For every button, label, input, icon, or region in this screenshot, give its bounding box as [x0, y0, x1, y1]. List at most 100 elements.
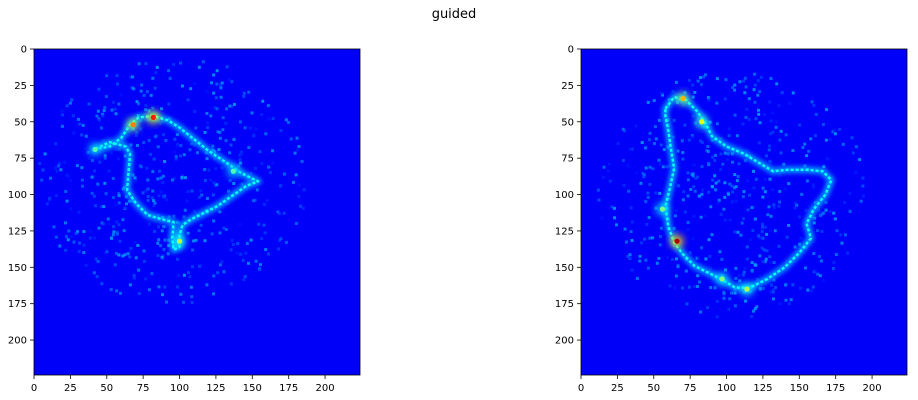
- hotspot: [699, 119, 705, 125]
- heatmap-cell: [635, 276, 639, 280]
- heatmap-cell: [88, 236, 92, 240]
- heatmap-cell: [164, 198, 168, 202]
- heatmap-cell: [798, 215, 802, 219]
- heatmap-cell: [740, 221, 744, 225]
- heatmap-cell: [189, 285, 193, 289]
- heatmap-cell: [834, 252, 838, 256]
- y-tick-label: 125: [8, 226, 27, 237]
- heatmap-cell: [104, 192, 108, 196]
- heatmap-cell: [179, 154, 183, 158]
- heatmap-cell: [225, 65, 229, 69]
- heatmap-cell: [745, 245, 749, 249]
- heatmap-cell: [63, 160, 67, 164]
- heatmap-cell: [643, 237, 647, 241]
- heatmap-cell: [768, 255, 772, 259]
- heatmap-cell: [194, 126, 198, 130]
- heatmap-cell: [630, 147, 634, 151]
- heatmap-cell: [178, 61, 182, 65]
- heatmap-cell: [101, 112, 105, 116]
- heatmap-cell: [706, 96, 710, 100]
- heatmap-cell: [765, 249, 769, 253]
- heatmap-cell: [163, 225, 167, 229]
- heatmap-cell: [651, 236, 655, 240]
- heatmap-cell: [264, 248, 268, 252]
- heatmap-cell: [249, 238, 253, 242]
- heatmap-cell: [258, 263, 262, 267]
- heatmap-cell: [271, 161, 275, 165]
- heatmap-cell: [706, 150, 710, 154]
- heatmap-cell: [630, 220, 634, 224]
- x-tick-label: 125: [206, 383, 225, 394]
- heatmap-cell: [64, 248, 68, 252]
- heatmap-cell: [289, 137, 293, 141]
- heatmap-cell: [753, 100, 757, 104]
- heatmap-cell: [222, 270, 226, 274]
- heatmap-cell: [232, 138, 236, 142]
- heatmap-cell: [231, 242, 235, 246]
- heatmap-cell: [758, 90, 762, 94]
- heatmap-cell: [752, 88, 756, 92]
- heatmap-cell: [753, 307, 757, 311]
- heatmap-cell: [616, 141, 620, 145]
- heatmap-cell: [734, 199, 738, 203]
- heatmap-cell: [719, 168, 723, 172]
- heatmap-cell: [813, 216, 817, 220]
- heatmap-cell: [113, 263, 117, 267]
- heatmap-cell: [778, 173, 782, 177]
- heatmap-cell: [821, 122, 825, 126]
- heatmap-cell: [769, 132, 773, 136]
- y-tick-label: 75: [561, 154, 574, 165]
- heatmap-cell: [264, 132, 268, 136]
- heatmap-cell: [297, 194, 301, 198]
- heatmap-cell: [757, 112, 761, 116]
- heatmap-cell: [81, 184, 85, 188]
- heatmap-cell: [103, 154, 107, 158]
- heatmap-cell: [769, 119, 773, 123]
- heatmap-cell: [645, 222, 649, 226]
- heatmap-cell: [242, 94, 246, 98]
- heatmap-cell: [756, 278, 760, 282]
- heatmap-cell: [186, 271, 190, 275]
- heatmap-cell: [639, 181, 643, 185]
- heatmap-cell: [706, 306, 710, 310]
- heatmap-cell: [735, 179, 739, 183]
- heatmap-cell: [761, 186, 765, 190]
- heatmap-cell: [652, 99, 656, 103]
- heatmap-cell: [748, 238, 752, 242]
- heatmap-cell: [719, 212, 723, 216]
- heatmap-cell: [117, 147, 121, 151]
- heatmap-cell: [276, 247, 280, 251]
- heatmap-cell: [763, 190, 767, 194]
- heatmap-cell: [60, 109, 64, 113]
- heatmap-cell: [767, 148, 771, 152]
- heatmap-cell: [185, 199, 189, 203]
- heatmap-cell: [700, 246, 704, 250]
- heatmap-cell: [774, 120, 778, 124]
- heatmap-cell: [702, 75, 706, 79]
- heatmap-cell: [725, 158, 729, 162]
- heatmap-cell: [814, 269, 818, 273]
- heatmap-cell: [251, 199, 255, 203]
- heatmap-cell: [795, 203, 799, 207]
- heatmap-cell: [133, 176, 137, 180]
- heatmap-cell: [782, 162, 786, 166]
- heatmap-cell: [59, 168, 63, 172]
- heatmap-cell: [733, 173, 737, 177]
- heatmap-cell: [182, 300, 186, 304]
- heatmap-cell: [672, 226, 676, 230]
- heatmap-cell: [700, 140, 704, 144]
- heatmap-cell: [754, 263, 758, 267]
- heatmap-cell: [719, 152, 723, 156]
- heatmap-cell: [757, 141, 761, 145]
- heatmap-cell: [117, 201, 121, 205]
- heatmap-cell: [596, 188, 600, 192]
- heatmap-cell: [793, 206, 797, 210]
- heatmap-cell: [634, 124, 638, 128]
- heatmap-cell: [717, 198, 721, 202]
- heatmap-cell: [759, 75, 763, 79]
- heatmap-cell: [55, 169, 59, 173]
- heatmap-cell: [765, 232, 769, 236]
- heatmap-cell: [293, 151, 297, 155]
- heatmap-cell: [761, 236, 765, 240]
- heatmap-cell: [761, 260, 765, 264]
